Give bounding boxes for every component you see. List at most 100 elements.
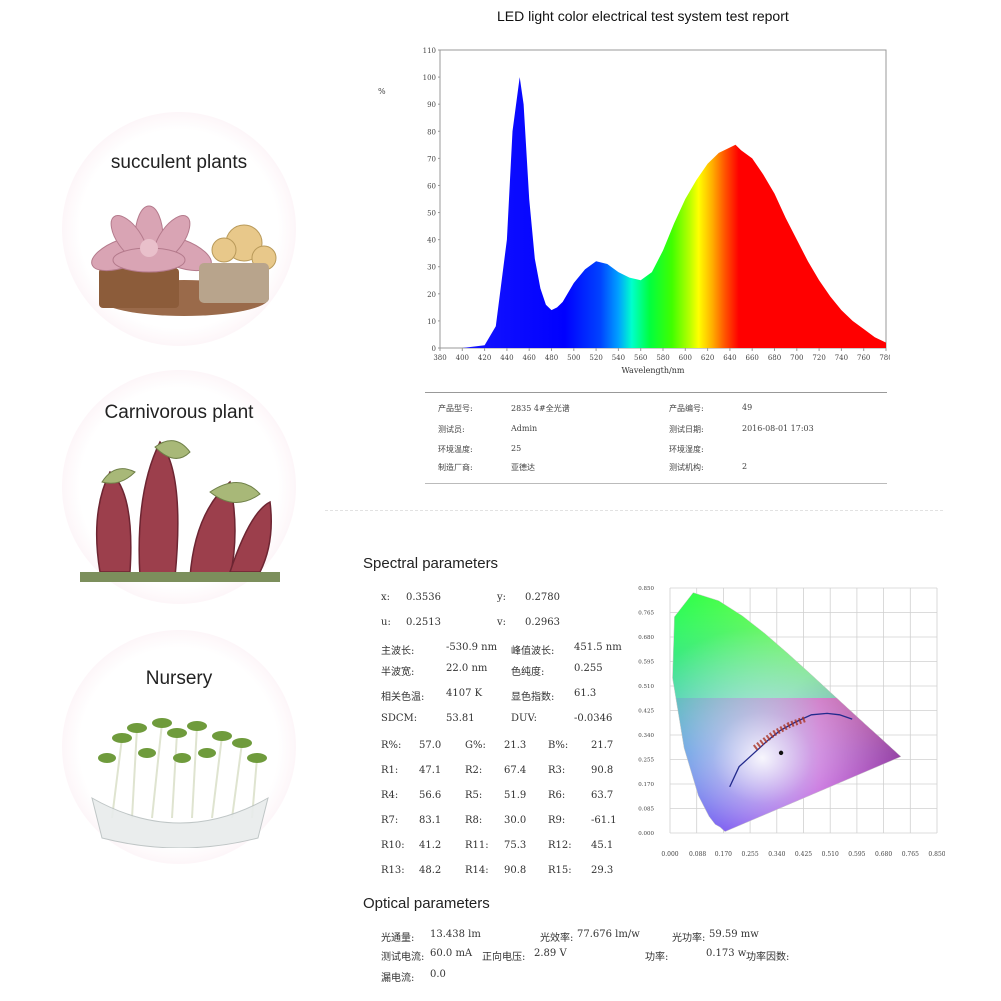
x-tick-label: 700 xyxy=(790,354,803,362)
spectrum-chart: % 0 10 20 30 40 50 60 70 80 90 100 110 380 400 420 440… xyxy=(378,47,890,375)
optical-param-label: 测试电流: xyxy=(381,952,425,963)
u-coord-value: 0.2513 xyxy=(406,617,441,628)
x-tick-label: 520 xyxy=(589,354,602,362)
optical-param-label: 漏电流: xyxy=(381,973,415,984)
x-tick-label: 640 xyxy=(723,354,736,362)
x-tick-label: 660 xyxy=(746,354,759,362)
spectral-param-label: DUV: xyxy=(511,713,538,724)
cie-x-tick: 0.680 xyxy=(875,851,892,858)
optical-param-value: 60.0 mA xyxy=(430,948,473,959)
cie-y-tick: 0.510 xyxy=(638,684,654,690)
cri-value: 51.9 xyxy=(504,790,527,801)
cie-x-tick: 0.340 xyxy=(768,851,785,858)
y-coord-value: 0.2780 xyxy=(525,592,560,603)
product-info-value: 2016-08-01 17:03 xyxy=(742,424,814,433)
x-tick-label: 560 xyxy=(634,354,647,362)
cri-value: 75.3 xyxy=(504,840,527,851)
spectral-param-value: 4107 K xyxy=(446,688,483,699)
x-tick-label: 540 xyxy=(612,354,625,362)
product-info-label: 产品编号: xyxy=(669,404,704,413)
x-tick-label: 600 xyxy=(679,354,692,362)
x-tick-label: 400 xyxy=(456,354,469,362)
product-info-value: 49 xyxy=(742,403,753,412)
succulent-label: succulent plants xyxy=(110,152,248,173)
spectral-param-label: 色纯度: xyxy=(511,667,545,678)
color-ratio-label: B%: xyxy=(548,740,569,751)
x-tick-label: 440 xyxy=(500,354,513,362)
cri-value: 30.0 xyxy=(504,815,527,826)
cri-label: R11: xyxy=(465,840,489,851)
x-tick-label: 480 xyxy=(545,354,558,362)
x-tick-label: 760 xyxy=(857,354,870,362)
product-info-value: Admin xyxy=(511,424,538,433)
x-tick-label: 780 xyxy=(879,354,890,362)
cri-value: 90.8 xyxy=(504,865,527,876)
product-info-label: 测试日期: xyxy=(669,425,704,434)
cie-y-tick: 0.255 xyxy=(638,758,654,764)
planckian-locus xyxy=(729,712,853,788)
cie-y-tick: 0.680 xyxy=(638,635,654,641)
spectral-param-value: 0.255 xyxy=(574,663,603,674)
cie-x-tick: 0.088 xyxy=(689,851,706,858)
optical-param-label: 正向电压: xyxy=(482,952,526,963)
cri-label: R12: xyxy=(548,840,572,851)
y-tick-label: 100 xyxy=(423,74,436,82)
cri-value: 48.2 xyxy=(419,865,442,876)
y-tick-label: 110 xyxy=(423,47,436,55)
optical-param-value: 13.438 lm xyxy=(430,929,481,940)
cri-value: -61.1 xyxy=(591,815,617,826)
y-tick-label: 50 xyxy=(427,210,436,218)
optical-param-value: 59.59 mw xyxy=(709,929,759,940)
y-coord-label: y: xyxy=(497,592,507,603)
product-info-divider-bottom xyxy=(425,483,887,484)
cie-y-tick: 0.000 xyxy=(638,831,654,837)
carnivorous-image xyxy=(80,440,280,582)
cri-label: R5: xyxy=(465,790,483,801)
x-tick-label: 720 xyxy=(812,354,825,362)
spectral-param-label: 相关色温: xyxy=(381,692,425,703)
optical-title: Optical parameters xyxy=(363,895,490,912)
product-info-label: 环境湿度: xyxy=(669,445,704,454)
cie-horseshoe xyxy=(672,592,902,832)
product-info-value: 25 xyxy=(511,444,522,453)
cri-value: 83.1 xyxy=(419,815,442,826)
x-coord-label: x: xyxy=(381,592,391,603)
v-coord-value: 0.2963 xyxy=(525,617,560,628)
optical-param-label: 光通量: xyxy=(381,933,415,944)
cri-value: 56.6 xyxy=(419,790,442,801)
optical-param-value: 77.676 lm/w xyxy=(577,929,640,940)
x-coord-value: 0.3536 xyxy=(406,592,441,603)
cie-x-tick: 0.170 xyxy=(715,851,732,858)
optical-param-label: 光功率: xyxy=(672,933,706,944)
x-tick-label: 680 xyxy=(768,354,781,362)
spectral-param-value: -0.0346 xyxy=(574,713,613,724)
product-info-divider xyxy=(425,392,887,393)
cri-value: 41.2 xyxy=(419,840,442,851)
product-info-value: 2835 4#全光谱 xyxy=(511,404,570,413)
v-coord-label: v: xyxy=(497,617,507,628)
cie-y-tick: 0.340 xyxy=(638,733,654,739)
color-ratio-label: R%: xyxy=(381,740,402,751)
cri-label: R13: xyxy=(381,865,405,876)
carnivorous-label: Carnivorous plant xyxy=(104,402,254,423)
cri-value: 67.4 xyxy=(504,765,527,776)
y-tick-label: 60 xyxy=(427,182,436,190)
product-info-label: 环境温度: xyxy=(438,445,473,454)
spectral-param-label: 峰值波长: xyxy=(511,646,555,657)
product-info-value: 亚德达 xyxy=(511,463,535,472)
product-info-value: 2 xyxy=(742,462,748,471)
cri-label: R1: xyxy=(381,765,399,776)
u-coord-label: u: xyxy=(381,617,391,628)
cri-value: 45.1 xyxy=(591,840,614,851)
product-info-label: 测试机构: xyxy=(669,463,704,472)
cri-label: R9: xyxy=(548,815,566,826)
y-unit-label: % xyxy=(378,87,386,96)
cie-x-tick: 0.765 xyxy=(902,851,919,858)
spectral-param-value: 61.3 xyxy=(574,688,597,699)
color-ratio-value: 21.3 xyxy=(504,740,527,751)
y-tick-label: 10 xyxy=(427,318,436,326)
cie-diagram: 0.000 0.088 0.170 0.255 0.340 0.425 0.510 0.595… xyxy=(638,586,945,858)
spectral-param-value: 451.5 nm xyxy=(574,642,622,653)
cri-value: 29.3 xyxy=(591,865,614,876)
cie-x-tick: 0.255 xyxy=(742,851,759,858)
